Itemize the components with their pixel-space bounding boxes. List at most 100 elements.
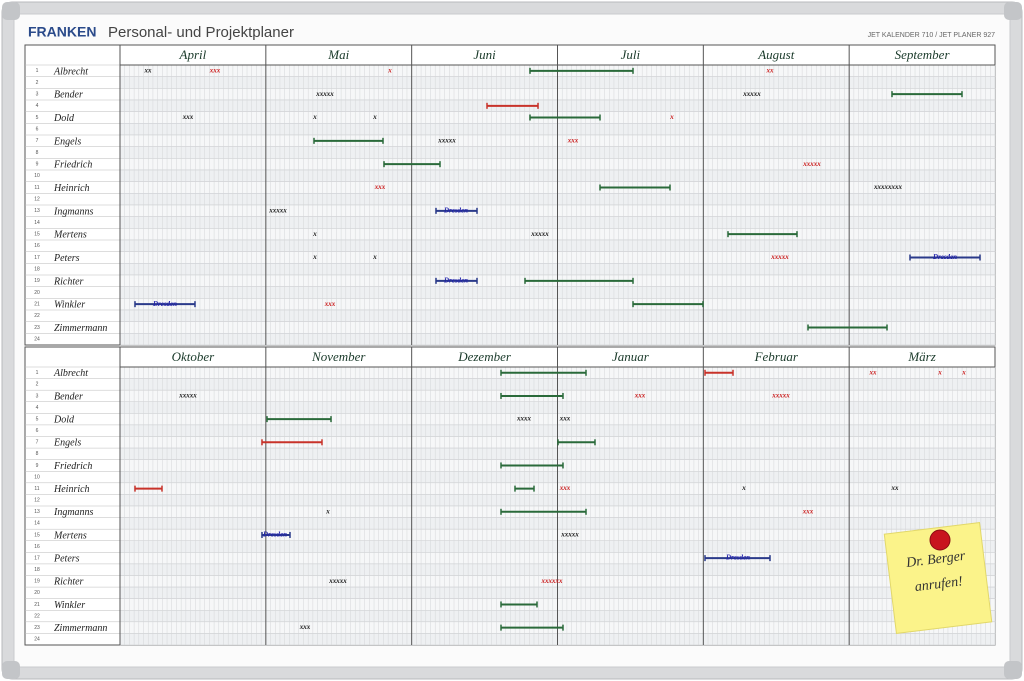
row-number: 11 bbox=[34, 185, 39, 191]
handwritten-mark: x bbox=[372, 113, 377, 121]
month-name: Mai bbox=[327, 47, 349, 62]
row-number: 19 bbox=[34, 579, 40, 585]
row-number: 2 bbox=[36, 80, 39, 86]
title: Personal- und Projektplaner bbox=[108, 24, 294, 41]
row-number: 15 bbox=[34, 532, 40, 538]
row-number: 21 bbox=[34, 602, 40, 608]
row-number: 1 bbox=[36, 68, 39, 74]
handwritten-mark: xxx bbox=[299, 623, 311, 631]
handwritten-mark: x bbox=[937, 368, 942, 376]
row-number: 14 bbox=[34, 521, 40, 527]
handwritten-mark: xxxxx bbox=[268, 206, 287, 214]
row-number: 10 bbox=[34, 474, 40, 480]
row-number: 7 bbox=[36, 440, 39, 446]
note-paper bbox=[883, 521, 993, 635]
row-number: 5 bbox=[36, 416, 39, 422]
employee-name: Heinrich bbox=[53, 183, 90, 194]
handwritten-mark: xxxxx bbox=[802, 160, 821, 168]
row-number: 12 bbox=[34, 498, 40, 504]
employee-name: Mertens bbox=[53, 230, 87, 241]
handwritten-mark: xxx bbox=[802, 507, 814, 515]
handwritten-mark: xxxxx bbox=[315, 90, 334, 98]
row-number: 9 bbox=[36, 463, 39, 469]
handwritten-mark: xxx bbox=[209, 66, 221, 74]
employee-name: Zimmermann bbox=[54, 623, 107, 634]
month-name: März bbox=[907, 349, 935, 364]
employee-name: Albrecht bbox=[53, 368, 88, 379]
handwritten-mark: xxx bbox=[634, 392, 646, 400]
row-number: 3 bbox=[36, 393, 39, 399]
row-number: 20 bbox=[34, 290, 40, 296]
handwritten-mark: xxxxx bbox=[437, 136, 456, 144]
row-number: 18 bbox=[34, 266, 40, 272]
row-number: 4 bbox=[36, 103, 39, 109]
row-number: 17 bbox=[34, 555, 40, 561]
month-name: Juli bbox=[621, 47, 641, 62]
handwritten-mark: Dresden bbox=[443, 276, 468, 284]
handwritten-mark: x bbox=[961, 368, 966, 376]
row-number: 11 bbox=[34, 486, 39, 492]
handwritten-mark: xxxx bbox=[516, 415, 532, 423]
month-name: April bbox=[179, 47, 207, 62]
row-number: 24 bbox=[34, 637, 40, 643]
handwritten-mark: Dresden bbox=[443, 206, 468, 214]
handwritten-mark: xxxxx bbox=[742, 90, 761, 98]
row-number: 10 bbox=[34, 173, 40, 179]
employee-name: Engels bbox=[53, 136, 81, 147]
employee-name: Richter bbox=[53, 276, 84, 287]
employee-name: Friedrich bbox=[53, 461, 92, 472]
handwritten-mark: xxxxx bbox=[328, 577, 347, 585]
row-number: 1 bbox=[36, 370, 39, 376]
row-number: 20 bbox=[34, 590, 40, 596]
row-number: 12 bbox=[34, 196, 40, 202]
handwritten-mark: xxxxx bbox=[560, 531, 579, 539]
handwritten-mark: xxx bbox=[324, 300, 336, 308]
handwritten-mark: x bbox=[312, 230, 317, 238]
row-number: 21 bbox=[34, 301, 40, 307]
handwritten-mark: x bbox=[669, 113, 674, 121]
row-number: 4 bbox=[36, 405, 39, 411]
row-number: 5 bbox=[36, 115, 39, 121]
handwritten-mark: x bbox=[741, 484, 746, 492]
handwritten-mark: Dresden bbox=[152, 300, 177, 308]
handwritten-mark: xxxxx bbox=[770, 253, 789, 261]
row-number: 15 bbox=[34, 231, 40, 237]
handwritten-mark: xxxxx bbox=[178, 392, 197, 400]
model: JET KALENDER 710 / JET PLANER 927 bbox=[868, 32, 995, 39]
corner bbox=[2, 2, 20, 20]
note-line: anrufen! bbox=[914, 574, 964, 595]
month-name: Januar bbox=[612, 349, 650, 364]
grid: 123456789101112131415161718192021222324A… bbox=[24, 44, 996, 646]
handwritten-mark: xxxxxx bbox=[541, 577, 564, 585]
row-number: 23 bbox=[34, 625, 40, 631]
row-number: 8 bbox=[36, 451, 39, 457]
row-number: 16 bbox=[34, 544, 40, 550]
employee-name: Friedrich bbox=[53, 160, 92, 171]
handwritten-mark: x bbox=[312, 113, 317, 121]
row-number: 8 bbox=[36, 150, 39, 156]
handwritten-mark: xxxxxxxx bbox=[873, 183, 903, 191]
handwritten-mark: xxx bbox=[374, 183, 386, 191]
handwritten-mark: Dresden bbox=[932, 253, 957, 261]
employee-name: Winkler bbox=[54, 600, 85, 611]
employee-name: Mertens bbox=[53, 530, 87, 541]
pin bbox=[929, 529, 951, 551]
month-name: Februar bbox=[754, 349, 799, 364]
row-number: 3 bbox=[36, 91, 39, 97]
sticky-note: Dr. Berger anrufen! bbox=[883, 521, 993, 635]
row-number: 16 bbox=[34, 243, 40, 249]
month-name: Oktober bbox=[172, 349, 216, 364]
row-number: 19 bbox=[34, 278, 40, 284]
handwritten-mark: Dresden bbox=[262, 531, 287, 539]
handwritten-mark: Dresden bbox=[725, 554, 750, 562]
handwritten-mark: x bbox=[312, 253, 317, 261]
handwritten-mark: xx bbox=[869, 368, 878, 376]
handwritten-mark: xxx bbox=[559, 415, 571, 423]
row-number: 6 bbox=[36, 126, 39, 132]
month-name: Dezember bbox=[457, 349, 512, 364]
row-number: 6 bbox=[36, 428, 39, 434]
corner bbox=[1004, 661, 1022, 679]
employee-name: Peters bbox=[53, 554, 80, 565]
row-number: 14 bbox=[34, 220, 40, 226]
row-number: 22 bbox=[34, 313, 40, 319]
